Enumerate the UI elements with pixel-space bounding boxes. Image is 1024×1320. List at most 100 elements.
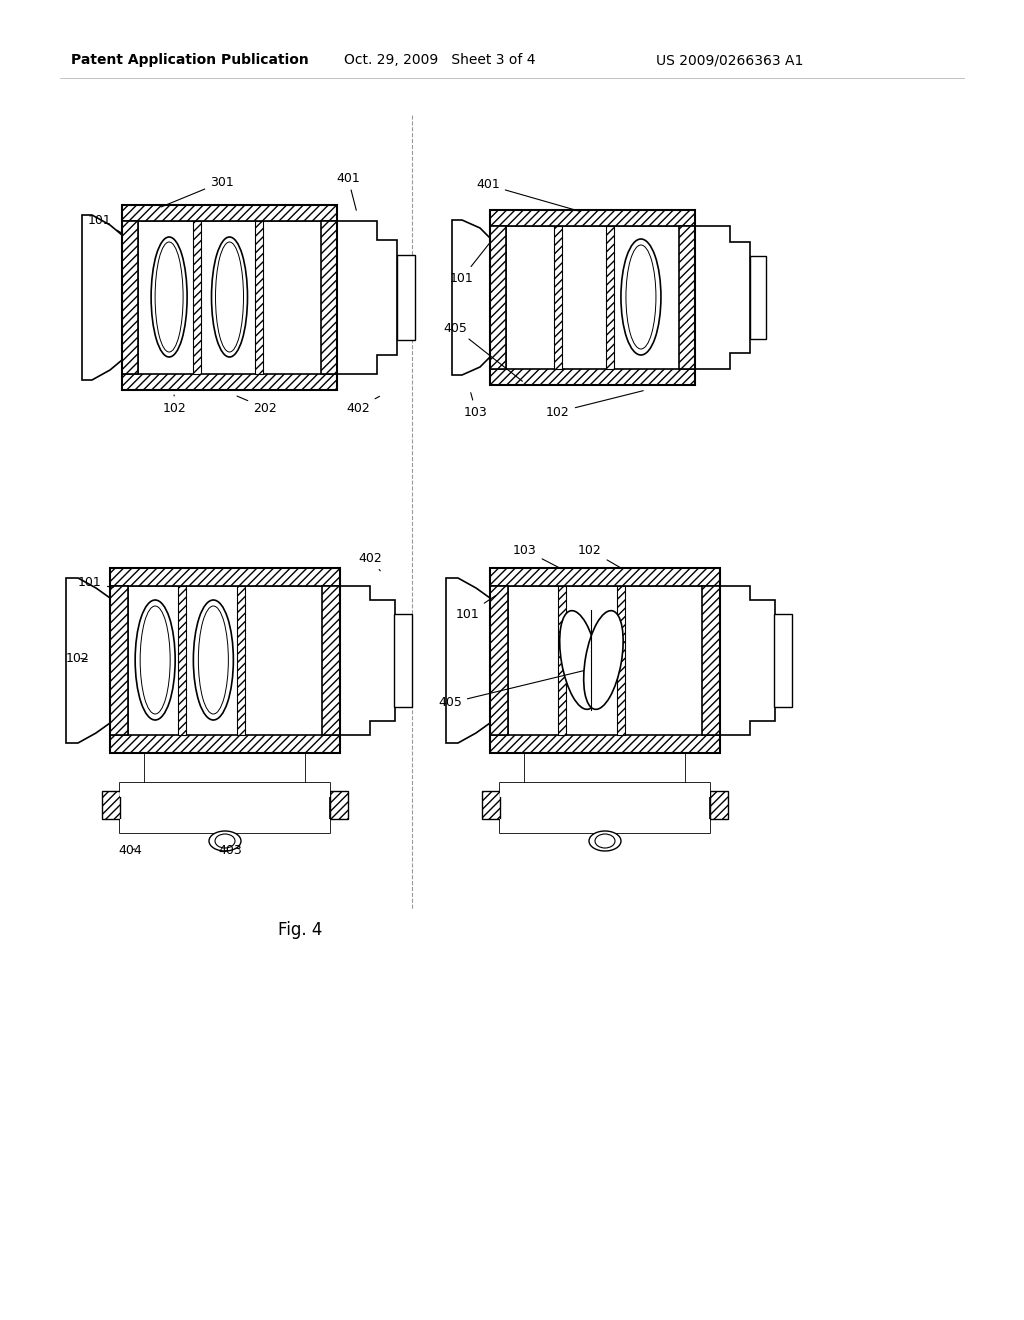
Bar — [110, 586, 128, 735]
Bar — [500, 783, 710, 833]
Polygon shape — [66, 578, 110, 743]
Bar — [145, 752, 305, 783]
Bar — [490, 586, 508, 735]
Bar — [702, 586, 720, 735]
Bar — [730, 242, 750, 352]
Bar — [340, 586, 370, 735]
Ellipse shape — [589, 832, 621, 851]
Bar — [110, 568, 340, 586]
Bar — [255, 220, 263, 374]
Bar — [506, 226, 679, 370]
Bar — [120, 818, 330, 833]
Bar — [482, 791, 500, 818]
Ellipse shape — [212, 238, 248, 356]
Text: 404: 404 — [118, 843, 142, 857]
Bar — [500, 818, 710, 833]
Text: 103: 103 — [513, 544, 561, 569]
Polygon shape — [452, 220, 490, 375]
Polygon shape — [82, 215, 122, 380]
Ellipse shape — [621, 239, 660, 355]
Bar — [490, 735, 720, 752]
Bar — [525, 752, 685, 783]
Bar — [490, 568, 720, 586]
Ellipse shape — [135, 601, 175, 719]
Bar — [370, 601, 395, 721]
Bar — [554, 226, 562, 370]
Text: US 2009/0266363 A1: US 2009/0266363 A1 — [656, 53, 804, 67]
Bar — [122, 220, 138, 374]
Ellipse shape — [584, 611, 624, 709]
Bar — [606, 226, 613, 370]
Bar — [110, 568, 340, 752]
Bar — [138, 220, 321, 374]
Bar — [508, 586, 702, 735]
Bar — [525, 752, 685, 783]
Text: 102: 102 — [546, 391, 643, 418]
Text: 101: 101 — [456, 595, 496, 620]
Polygon shape — [337, 220, 397, 374]
Text: 301: 301 — [161, 176, 233, 207]
Bar — [145, 752, 305, 783]
Text: 405: 405 — [438, 671, 584, 710]
Bar — [490, 568, 720, 752]
Bar — [679, 226, 695, 370]
Bar — [710, 791, 728, 818]
Bar — [616, 586, 625, 735]
Text: 101: 101 — [78, 577, 114, 590]
Bar — [720, 586, 750, 735]
Text: 405: 405 — [443, 322, 522, 381]
Text: 401: 401 — [476, 178, 580, 211]
Bar — [337, 220, 377, 374]
Text: 202: 202 — [237, 396, 276, 414]
Polygon shape — [446, 578, 490, 743]
Bar — [122, 374, 337, 389]
Text: 102: 102 — [67, 652, 90, 664]
Text: 402: 402 — [358, 552, 382, 570]
Bar — [237, 586, 245, 735]
Polygon shape — [695, 226, 750, 370]
Ellipse shape — [152, 238, 187, 356]
Ellipse shape — [560, 611, 599, 709]
Bar — [490, 370, 695, 385]
Bar — [102, 791, 120, 818]
Bar — [193, 220, 201, 374]
Bar — [120, 783, 330, 833]
Bar — [322, 586, 340, 735]
Bar — [750, 256, 766, 339]
Bar — [377, 240, 397, 355]
Text: 101: 101 — [451, 242, 490, 285]
Bar — [110, 735, 340, 752]
Bar — [178, 586, 186, 735]
Bar — [558, 586, 566, 735]
Text: 401: 401 — [336, 172, 359, 210]
Bar — [397, 255, 415, 341]
Bar — [774, 614, 792, 708]
Bar — [490, 210, 695, 226]
Bar — [695, 226, 730, 370]
Ellipse shape — [209, 832, 241, 851]
Bar — [750, 601, 775, 721]
Text: 102: 102 — [163, 395, 186, 414]
Text: 403: 403 — [218, 843, 242, 857]
Ellipse shape — [194, 601, 233, 719]
Bar — [122, 205, 337, 220]
Bar — [500, 783, 710, 797]
Bar — [394, 614, 412, 708]
Text: Patent Application Publication: Patent Application Publication — [71, 53, 309, 67]
Text: 402: 402 — [346, 396, 380, 414]
Ellipse shape — [595, 834, 615, 847]
Bar — [330, 791, 348, 818]
Bar — [122, 205, 337, 389]
Bar — [120, 783, 330, 797]
Ellipse shape — [215, 834, 234, 847]
Polygon shape — [340, 586, 395, 735]
Bar — [490, 226, 506, 370]
Polygon shape — [720, 586, 775, 735]
Text: 103: 103 — [464, 392, 487, 418]
Text: 102: 102 — [579, 544, 622, 569]
Bar — [321, 220, 337, 374]
Bar — [128, 586, 322, 735]
Bar — [490, 210, 695, 385]
Text: Fig. 4: Fig. 4 — [278, 921, 323, 939]
Text: Oct. 29, 2009   Sheet 3 of 4: Oct. 29, 2009 Sheet 3 of 4 — [344, 53, 536, 67]
